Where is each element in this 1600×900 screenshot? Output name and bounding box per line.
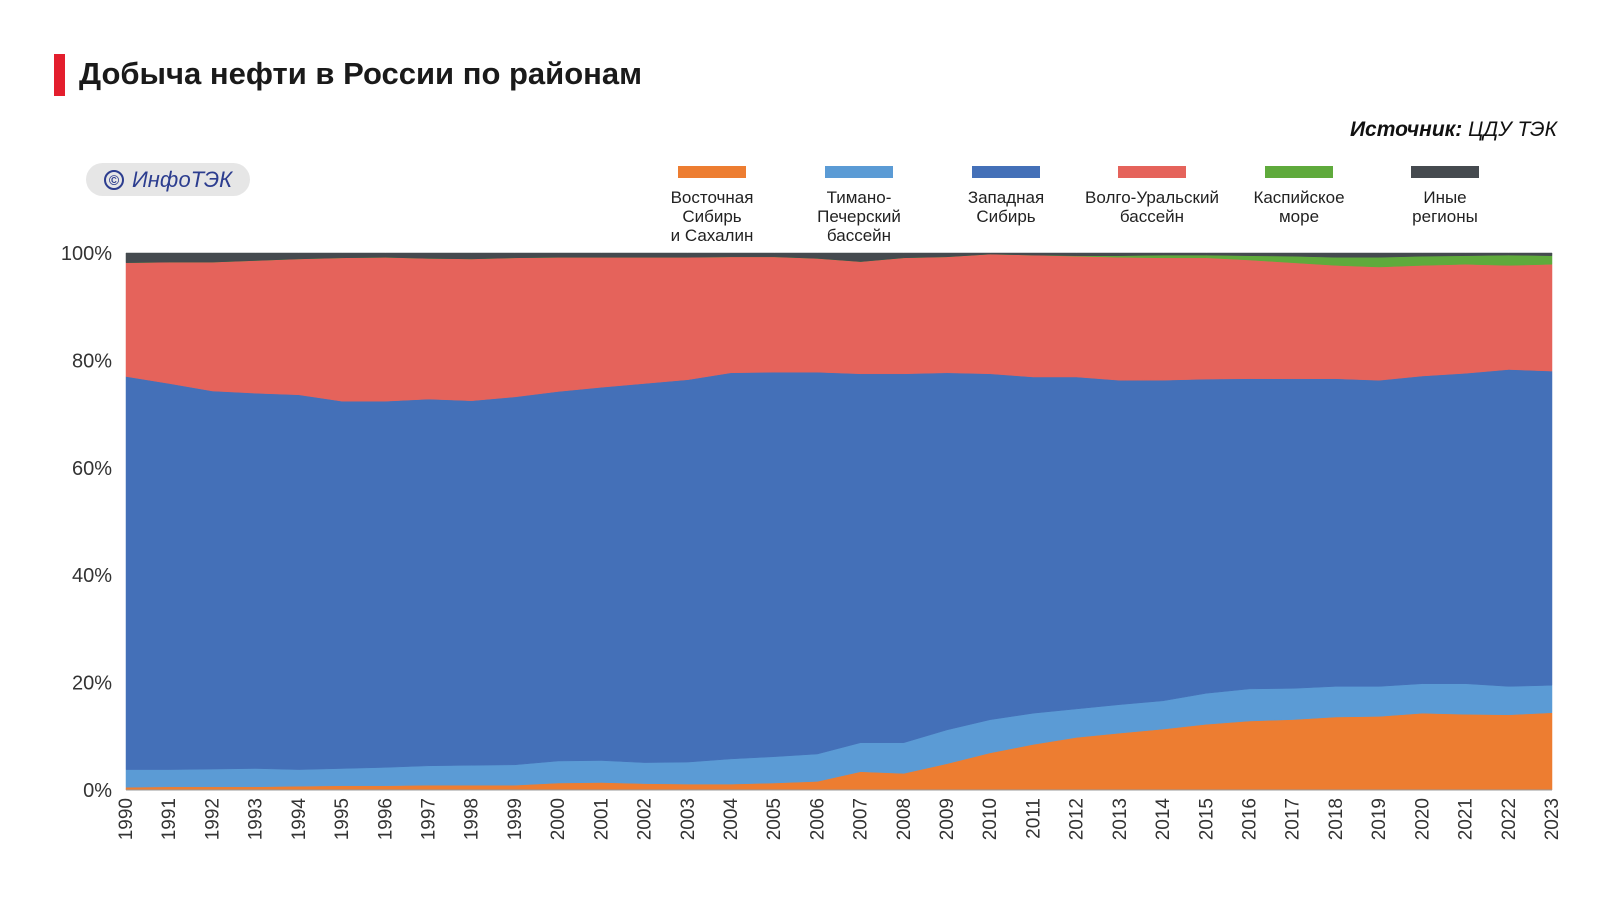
x-tick-label: 1999 — [505, 798, 526, 840]
x-tick-label: 2006 — [807, 798, 828, 840]
legend-label: Тимано- Печерский бассейн — [817, 188, 901, 245]
legend-swatch-icon — [972, 166, 1040, 178]
logo-text: ИнфоТЭК — [132, 166, 233, 192]
source-value: ЦДУ ТЭК — [1468, 118, 1557, 141]
x-tick-label: 2014 — [1153, 798, 1174, 841]
legend-label: Каспийское море — [1253, 188, 1345, 226]
y-tick-label: 40% — [72, 565, 112, 587]
x-tick-label: 2000 — [548, 798, 569, 840]
x-tick-label: 2015 — [1196, 798, 1217, 840]
x-tick-label: 2011 — [1023, 798, 1044, 839]
x-tick-label: 1996 — [375, 798, 396, 840]
x-tick-label: 1994 — [289, 798, 310, 841]
x-tick-label: 2019 — [1369, 798, 1390, 840]
legend-label: Волго-Уральский бассейн — [1085, 188, 1219, 226]
x-tick-label: 2020 — [1412, 798, 1433, 840]
y-tick-label: 0% — [83, 780, 112, 802]
x-tick-label: 1992 — [202, 798, 223, 840]
legend-item-other: Иные регионы — [1375, 166, 1515, 226]
y-tick-label: 80% — [72, 350, 112, 372]
legend-swatch-icon — [1118, 166, 1186, 178]
legend-item-caspian: Каспийское море — [1229, 166, 1369, 226]
x-tick-label: 1990 — [116, 798, 137, 840]
legend-label: Иные регионы — [1412, 188, 1478, 226]
x-tick-label: 2023 — [1542, 798, 1563, 840]
x-tick-label: 1991 — [159, 798, 180, 840]
x-tick-label: 1998 — [462, 798, 483, 840]
x-tick-label: 2002 — [635, 798, 656, 840]
x-tick-label: 2018 — [1326, 798, 1347, 840]
y-tick-label: 20% — [72, 673, 112, 695]
source-label: Источник: — [1349, 118, 1463, 141]
title-accent-bar — [54, 54, 65, 96]
x-tick-label: 2013 — [1110, 798, 1131, 840]
source-note: Источник: ЦДУ ТЭК — [1350, 118, 1557, 142]
x-tick-label: 2003 — [678, 798, 699, 840]
legend-item-timan-pechora: Тимано- Печерский бассейн — [789, 166, 929, 245]
legend-swatch-icon — [1265, 166, 1333, 178]
legend-swatch-icon — [825, 166, 893, 178]
infotek-logo: © ИнфоТЭК — [86, 163, 251, 196]
legend-item-west-siberia: Западная Сибирь — [936, 166, 1076, 226]
x-tick-label: 2021 — [1456, 798, 1477, 840]
legend-label: Восточная Сибирь и Сахалин — [670, 188, 754, 245]
x-tick-label: 2005 — [764, 798, 785, 840]
legend-item-east-siberia: Восточная Сибирь и Сахалин — [642, 166, 782, 245]
series-area-5 — [125, 252, 1553, 263]
x-tick-label: 2004 — [721, 798, 742, 841]
legend-swatch-icon — [1411, 166, 1479, 178]
x-tick-label: 2016 — [1240, 798, 1261, 840]
x-tick-label: 1997 — [418, 798, 439, 840]
x-tick-label: 1993 — [246, 798, 267, 840]
x-tick-label: 2022 — [1499, 798, 1520, 840]
x-tick-label: 2007 — [851, 798, 872, 840]
legend-label: Западная Сибирь — [967, 188, 1045, 226]
legend-item-volga-ural: Волго-Уральский бассейн — [1082, 166, 1222, 226]
y-tick-label: 100% — [61, 243, 112, 265]
y-tick-label: 60% — [72, 458, 112, 480]
x-tick-label: 2010 — [980, 798, 1001, 840]
legend-swatch-icon — [678, 166, 746, 178]
x-tick-label: 2001 — [591, 798, 612, 840]
copyright-icon: © — [104, 169, 124, 190]
x-tick-label: 2012 — [1067, 798, 1088, 840]
chart-title: Добыча нефти в России по районам — [79, 56, 643, 91]
x-tick-label: 2009 — [937, 798, 958, 840]
x-tick-label: 2008 — [894, 798, 915, 840]
x-tick-label: 2017 — [1283, 798, 1304, 840]
x-tick-label: 1995 — [332, 798, 353, 840]
